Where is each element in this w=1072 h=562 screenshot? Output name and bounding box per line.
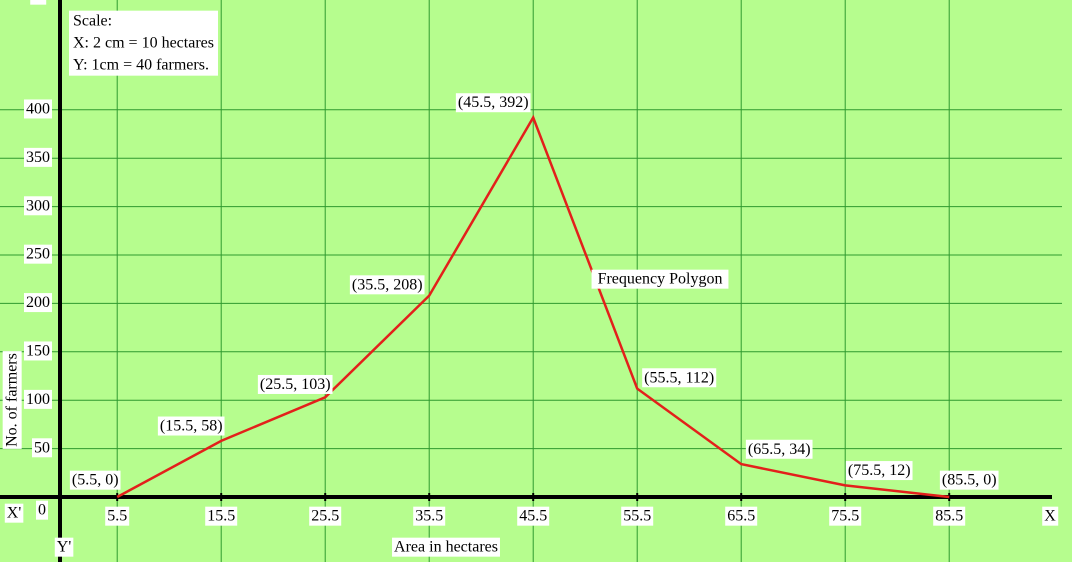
x-tick-label: 75.5 [831, 508, 859, 525]
y-tick-label-box [24, 244, 52, 264]
data-label: (5.5, 0) [72, 472, 119, 489]
labels: 0 50 100 150 200 250 300 350 400 5.5 15.5 25.5 35.5 4… [2, 0, 1059, 557]
x-tick-label: 5.5 [107, 508, 127, 525]
data-label: (85.5, 0) [942, 472, 997, 489]
y-tick-label: 150 [26, 342, 50, 359]
y-axis-label: No. of farmers [4, 353, 21, 447]
x-tick-label-box [105, 506, 130, 526]
y-tick-label-box [24, 389, 52, 409]
x-tick-label-box [621, 506, 654, 526]
axis-name-box [1042, 506, 1059, 526]
data-label-box [642, 368, 717, 388]
line [116, 114, 950, 499]
scale-note: X: 2 cm = 10 hectares [73, 35, 214, 52]
data-label-box [845, 461, 913, 481]
x-tick-label-box [933, 506, 966, 526]
y-tick-label-box [24, 341, 52, 361]
data-label-box [349, 275, 425, 295]
y-tick-label-box [24, 99, 52, 119]
annotation-box [591, 269, 729, 289]
x-tick-label: 45.5 [519, 508, 547, 525]
axis-name: X [1044, 508, 1056, 525]
y-tick-label: 50 [34, 439, 50, 456]
x-tick-label-box [413, 506, 446, 526]
scale-note-box [69, 10, 218, 76]
data-label: (25.5, 103) [260, 376, 331, 393]
data-label-box [939, 470, 999, 490]
x-tick-label-box [829, 506, 862, 526]
y-tick-label-box [24, 293, 52, 313]
axis-name-box [4, 503, 24, 523]
axis-name-box [30, 0, 47, 5]
data-label: (55.5, 112) [644, 369, 714, 386]
annotation: Frequency Polygon [598, 271, 723, 288]
y-tick-label: 400 [26, 100, 50, 117]
data-label: (75.5, 12) [848, 462, 911, 479]
x-tick-label: 35.5 [415, 508, 443, 525]
x-tick-label-box [205, 506, 238, 526]
scale-note: Scale: [73, 13, 112, 30]
y-tick-label-box [24, 147, 52, 167]
axis-name: X' [7, 505, 22, 522]
x-tick-label: 65.5 [727, 508, 755, 525]
y-tick-label-box [32, 438, 52, 458]
data-label: (45.5, 392) [458, 94, 529, 111]
x-tick-label-box [517, 506, 550, 526]
axis-name-box [54, 537, 74, 557]
x-tick-label-box [309, 506, 342, 526]
data-label: (15.5, 58) [160, 418, 223, 435]
x-tick-label-box [725, 506, 758, 526]
y-tick-label: 250 [26, 246, 50, 263]
y-tick-label-box [36, 500, 48, 520]
x-tick-label: 85.5 [935, 508, 963, 525]
axis-name: Y [32, 0, 44, 4]
y-tick-label: 100 [26, 391, 50, 408]
x-axis-label-box [392, 537, 500, 557]
y-tick-label-box [24, 196, 52, 216]
data-label-box [745, 439, 813, 459]
data-label-box [455, 93, 531, 113]
data-label-box [257, 374, 333, 394]
data-label-box [157, 416, 225, 436]
x-axis-label: Area in hectares [394, 539, 498, 556]
data-label: (65.5, 34) [748, 441, 811, 458]
scale-note: Y: 1cm = 40 farmers. [73, 57, 209, 74]
x-tick-label: 55.5 [623, 508, 651, 525]
data-label: (35.5, 208) [352, 276, 423, 293]
y-tick-label: 350 [26, 149, 50, 166]
y-axis-label-box [2, 351, 22, 449]
axis-name: Y' [57, 539, 72, 556]
y-tick-label: 300 [26, 197, 50, 214]
data-label-box [69, 470, 121, 490]
y-tick-label: 200 [26, 294, 50, 311]
x-tick-label: 15.5 [207, 508, 235, 525]
y-tick-label: 0 [38, 502, 46, 519]
x-tick-label: 25.5 [311, 508, 339, 525]
